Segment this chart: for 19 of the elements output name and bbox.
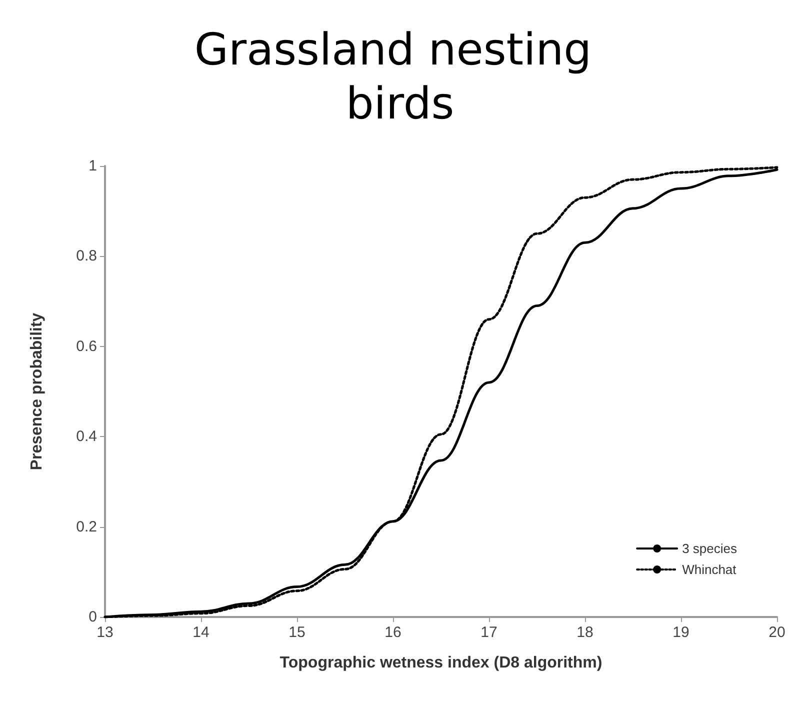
x-tick-label: 18: [576, 624, 594, 641]
x-tick-label: 17: [480, 624, 498, 641]
x-tick-label: 15: [288, 624, 306, 641]
chart-title: Grassland nesting birds: [194, 24, 606, 130]
y-tick-label: 0: [88, 608, 97, 626]
y-tick-label: 1: [88, 158, 97, 174]
y-tick-label: 0.6: [76, 338, 97, 355]
legend-label: 3 species: [682, 541, 738, 556]
x-tick-label: 16: [384, 624, 402, 641]
x-tick-label: 13: [96, 624, 114, 641]
y-tick-label: 0.2: [76, 518, 97, 536]
y-tick-label: 0.4: [76, 428, 97, 446]
legend-label: Whinchat: [682, 562, 737, 577]
y-tick-label: 0.8: [76, 248, 97, 265]
x-axis-title: Topographic wetness index (D8 algorithm): [280, 654, 602, 672]
y-axis-title: Presence probability: [28, 312, 46, 470]
x-tick-label: 19: [672, 624, 690, 641]
x-tick-label: 20: [768, 624, 786, 641]
x-tick-label: 14: [192, 624, 210, 641]
